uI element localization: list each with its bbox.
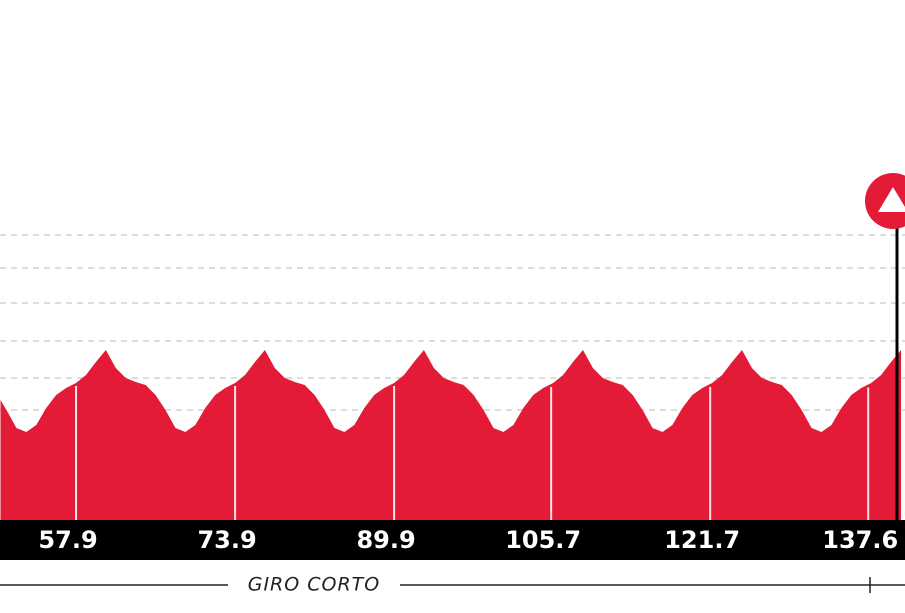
km-band <box>0 520 905 560</box>
x-tick-label: 137.6 <box>822 526 898 554</box>
x-tick-label: 105.7 <box>505 526 581 554</box>
route-label: GIRO CORTO <box>248 574 381 596</box>
x-tick-label: 121.7 <box>664 526 740 554</box>
x-tick-label: 57.9 <box>38 526 97 554</box>
finish-icon <box>878 187 905 212</box>
elevation-area <box>0 350 902 520</box>
x-tick-label: 89.9 <box>356 526 415 554</box>
x-tick-label: 73.9 <box>197 526 256 554</box>
